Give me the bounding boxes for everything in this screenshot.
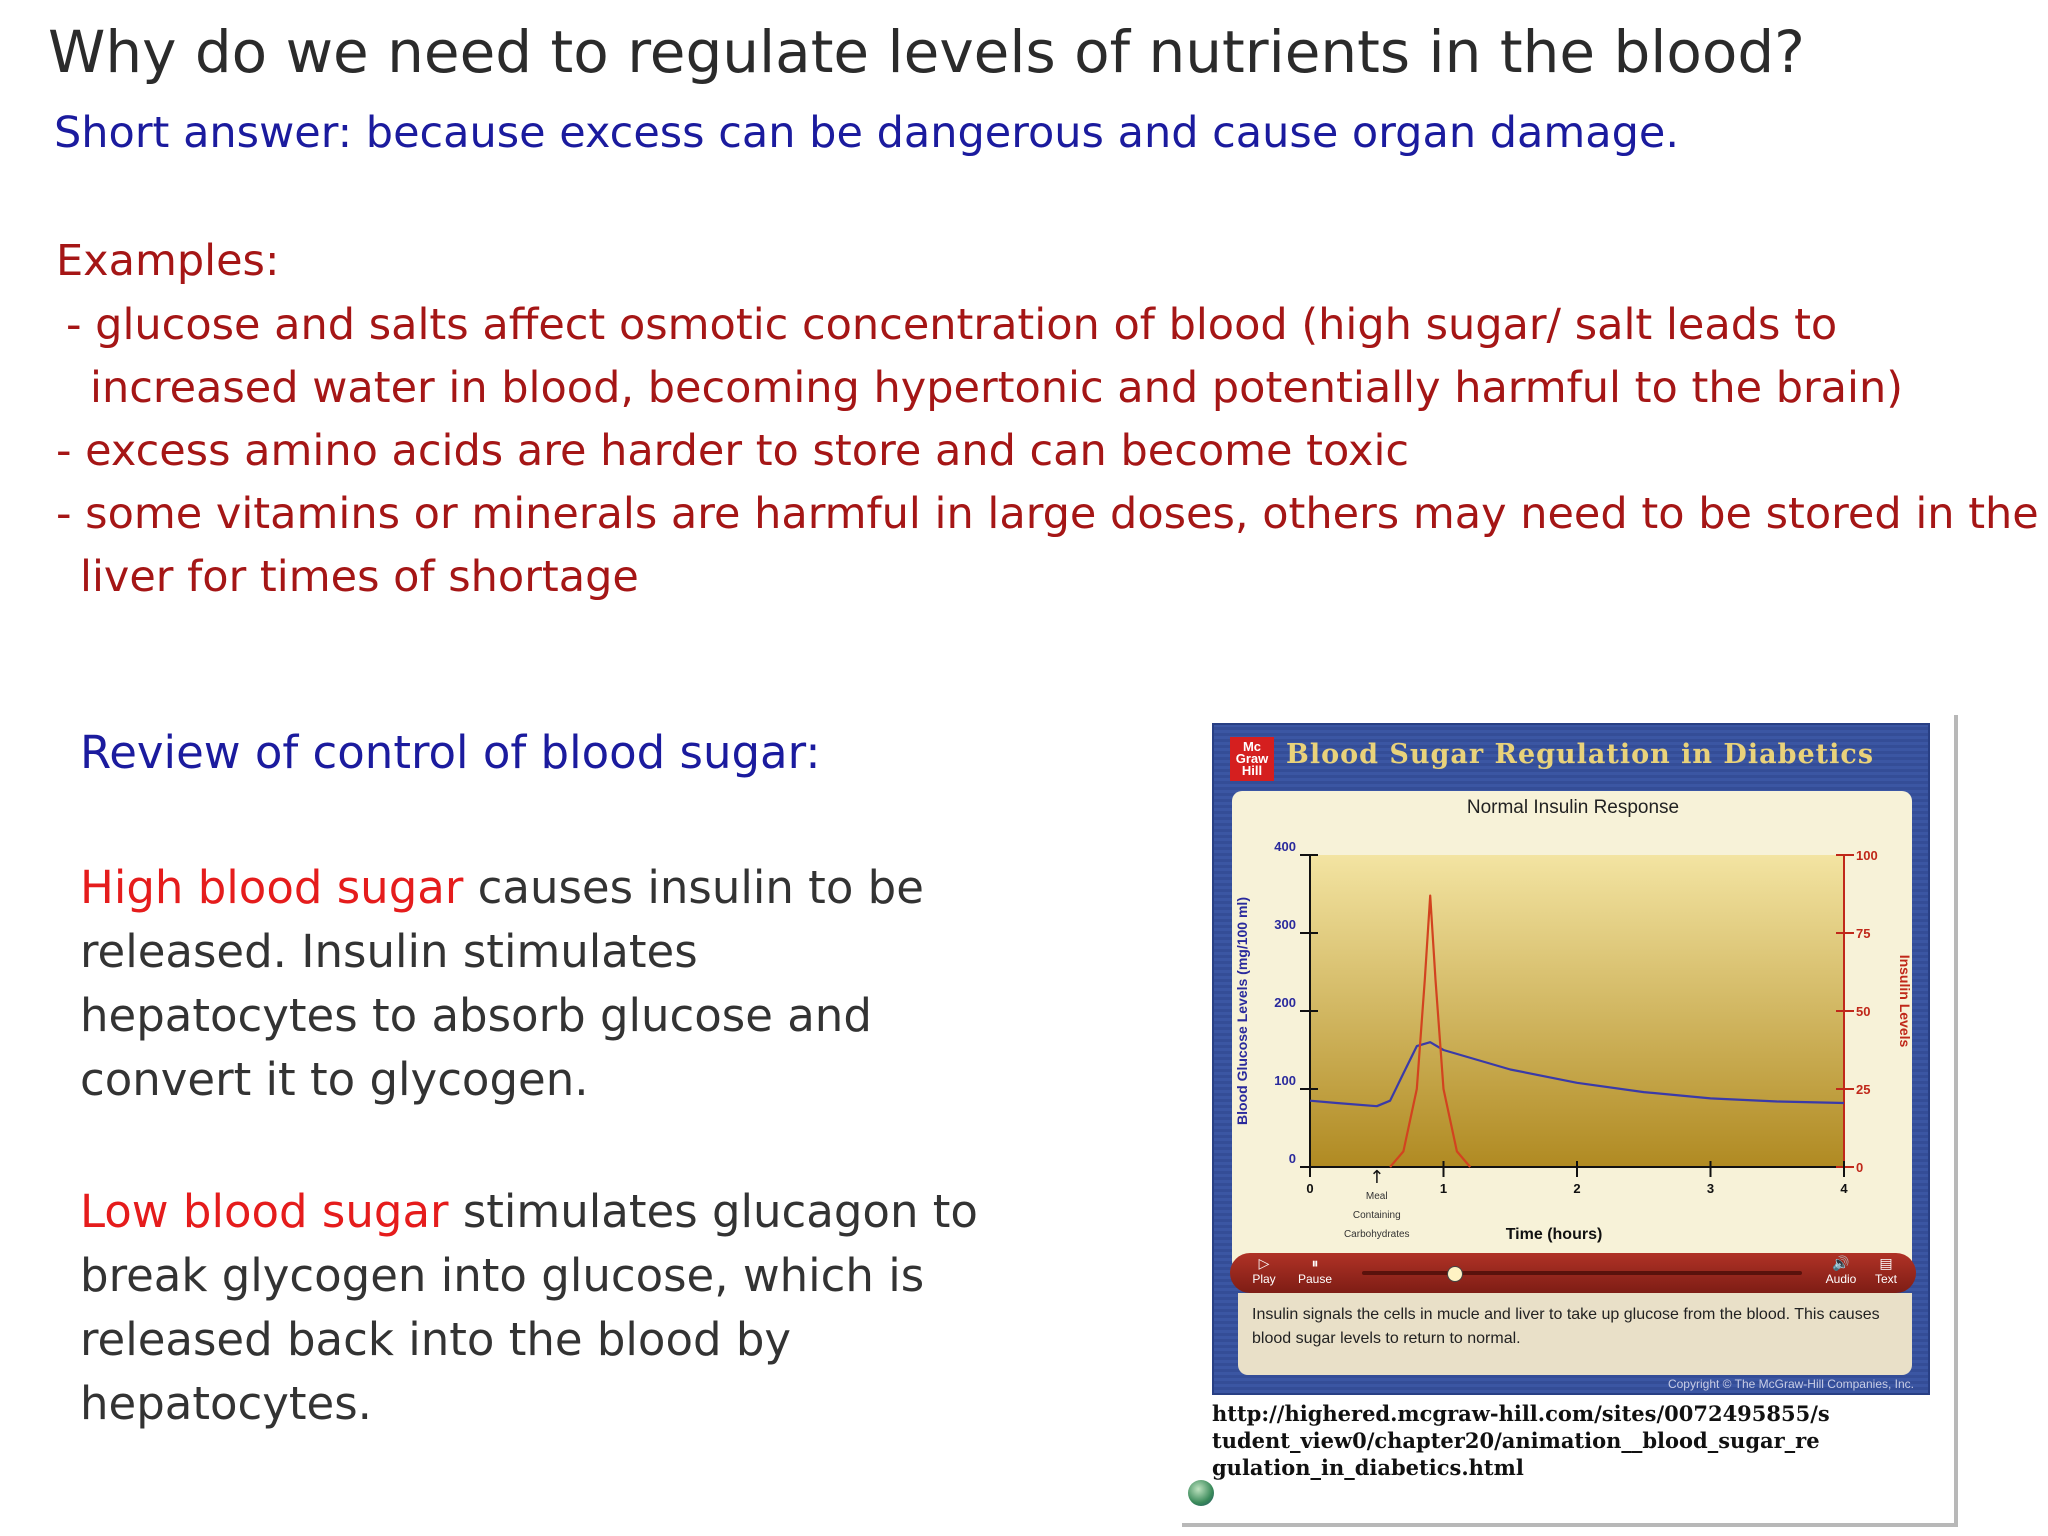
copyright: Copyright © The McGraw-Hill Companies, I… xyxy=(1667,1377,1914,1391)
y-tick-label: 0 xyxy=(1289,1151,1296,1166)
y-axis-label: Blood Glucose Levels (mg/100 ml) xyxy=(1234,897,1250,1125)
pause-icon: ⏸ xyxy=(1311,1255,1319,1271)
short-answer: Short answer: because excess can be dang… xyxy=(54,108,1680,158)
x-tick-label: 4 xyxy=(1840,1181,1848,1196)
low-sugar-text: stimulates glucagon to break glycogen in… xyxy=(80,1185,978,1430)
plot-background xyxy=(1310,855,1844,1167)
chart-title: Normal Insulin Response xyxy=(1466,797,1680,818)
insulin-series-line xyxy=(1389,894,1472,1168)
y2-tick-label: 50 xyxy=(1856,1004,1870,1019)
y-tick-label: 400 xyxy=(1274,839,1296,854)
y2-tick-label: 75 xyxy=(1856,926,1870,941)
high-sugar-text: causes insulin to be released. Insulin s… xyxy=(80,861,924,1106)
y2-axis-label: Insulin Levels xyxy=(1897,955,1913,1048)
insulin-response-chart: 0 100 200 300 400 0 25 50 75 100 0 1 2 3 4 Time (hours)… xyxy=(1234,839,1913,1243)
example-line: liver for times of shortage xyxy=(80,552,639,602)
high-sugar-highlight: High blood sugar xyxy=(80,861,464,914)
play-label: Play xyxy=(1252,1272,1276,1286)
x-tick-label: 1 xyxy=(1440,1181,1447,1196)
example-line: - some vitamins or minerals are harmful … xyxy=(56,489,2039,539)
y-tick-label: 300 xyxy=(1274,917,1296,932)
y-tick-label: 200 xyxy=(1274,995,1296,1010)
meal-annotation-line: Meal xyxy=(1366,1191,1388,1202)
text-icon: ▤ xyxy=(1879,1255,1893,1271)
animation-caption: Insulin signals the cells in mucle and l… xyxy=(1238,1293,1912,1375)
y-tick-label: 100 xyxy=(1274,1073,1296,1088)
animation-panel: Mc Graw Hill Blood Sugar Regulation in D… xyxy=(1212,723,1930,1395)
example-line: - glucose and salts affect osmotic conce… xyxy=(66,300,1838,350)
figure-frame xyxy=(1182,715,1958,1527)
meal-annotation-line: Carbohydrates xyxy=(1344,1229,1410,1240)
audio-button[interactable]: 🔊 Audio xyxy=(1818,1255,1864,1286)
example-line: - excess amino acids are harder to store… xyxy=(56,426,1410,476)
high-sugar-paragraph: High blood sugar causes insulin to be re… xyxy=(80,856,980,1112)
speaker-icon: 🔊 xyxy=(1832,1255,1850,1271)
play-icon: ▷ xyxy=(1258,1255,1270,1271)
x-tick-label: 3 xyxy=(1707,1181,1714,1196)
slide-title: Why do we need to regulate levels of nut… xyxy=(48,18,1805,86)
x-tick-label: 0 xyxy=(1306,1181,1313,1196)
text-button[interactable]: ▤ Text xyxy=(1866,1255,1906,1286)
pause-button[interactable]: ⏸ Pause xyxy=(1290,1255,1340,1286)
meal-annotation-line: Containing xyxy=(1353,1210,1401,1221)
progress-track[interactable] xyxy=(1362,1271,1802,1275)
y2-tick-label: 100 xyxy=(1856,848,1878,863)
review-heading: Review of control of blood sugar: xyxy=(80,726,821,779)
meal-arrow-icon: ↑ xyxy=(1369,1167,1384,1188)
example-line: increased water in blood, becoming hyper… xyxy=(90,363,1903,413)
low-sugar-highlight: Low blood sugar xyxy=(80,1185,449,1238)
examples-heading: Examples: xyxy=(56,236,280,286)
progress-thumb[interactable] xyxy=(1447,1266,1464,1282)
x-tick-label: 2 xyxy=(1573,1181,1580,1196)
audio-label: Audio xyxy=(1825,1272,1857,1286)
low-sugar-paragraph: Low blood sugar stimulates glucagon to b… xyxy=(80,1180,1080,1436)
text-label: Text xyxy=(1874,1272,1897,1286)
y2-tick-label: 0 xyxy=(1856,1160,1863,1175)
x-axis-label: Time (hours) xyxy=(1506,1226,1603,1243)
animation-title: Blood Sugar Regulation in Diabetics xyxy=(1286,739,1875,770)
globe-icon xyxy=(1188,1480,1214,1506)
source-url[interactable]: http://highered.mcgraw-hill.com/sites/00… xyxy=(1212,1401,1830,1480)
y2-tick-label: 25 xyxy=(1856,1082,1870,1097)
mcgraw-hill-logo: Mc Graw Hill xyxy=(1230,737,1274,781)
player-controls: ▷ Play ⏸ Pause 🔊 Audio ▤ Text xyxy=(1230,1253,1916,1293)
pause-label: Pause xyxy=(1297,1272,1333,1286)
glucose-series-line xyxy=(1309,1041,1845,1108)
play-button[interactable]: ▷ Play xyxy=(1242,1255,1286,1286)
